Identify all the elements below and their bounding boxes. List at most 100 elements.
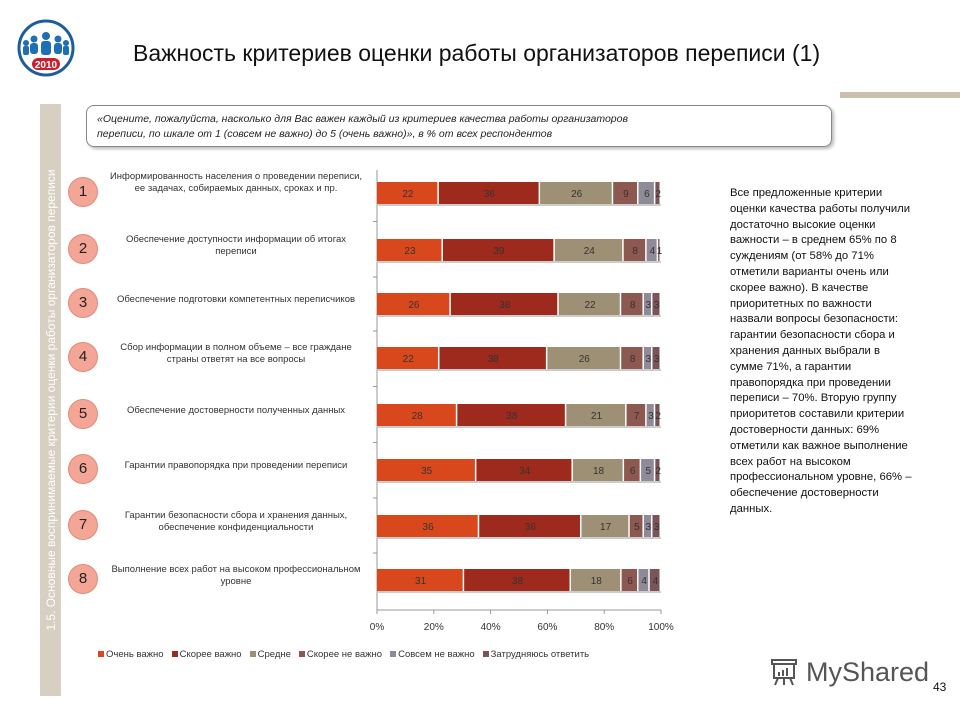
- page-number: 43: [933, 680, 947, 694]
- legend-swatch: [482, 651, 489, 658]
- legend-item: Средне: [249, 649, 291, 660]
- bar-segment: [476, 459, 572, 481]
- data-label: 3: [645, 300, 651, 311]
- bar-segment: [646, 239, 657, 261]
- bar-segment: [540, 182, 612, 204]
- bar-segment: [439, 347, 546, 369]
- bar-segment: [623, 239, 646, 261]
- data-label: 26: [571, 189, 583, 200]
- bar-segment: [638, 569, 649, 591]
- svg-text:2010: 2010: [35, 60, 58, 71]
- bar-segment: [652, 347, 660, 369]
- legend-label: Скорее не важно: [306, 649, 383, 660]
- data-label: 3: [648, 411, 654, 422]
- bar-segment: [566, 404, 626, 426]
- legend-label: Скорее важно: [179, 649, 242, 660]
- criterion-number: 2: [68, 234, 98, 264]
- criterion-number: 7: [68, 510, 98, 540]
- bar-shadow: [377, 261, 661, 263]
- data-label: 4: [650, 246, 656, 257]
- data-label: 1: [657, 246, 663, 257]
- bar-segment: [377, 569, 463, 591]
- data-label: 18: [593, 466, 605, 477]
- x-tick-label: 60%: [537, 622, 557, 633]
- bar-shadow: [377, 369, 661, 371]
- data-label: 24: [584, 246, 596, 257]
- legend-swatch: [298, 651, 305, 658]
- bar-segment: [581, 515, 629, 537]
- legend-label: Средне: [257, 649, 291, 660]
- data-label: 28: [412, 411, 424, 422]
- legend-item: Очень важно: [98, 649, 164, 660]
- legend-swatch: [98, 651, 104, 658]
- bar-segment: [649, 569, 660, 591]
- category-label: Информированность населения о проведении…: [109, 171, 363, 194]
- data-label: 22: [403, 354, 415, 365]
- data-label: 35: [421, 466, 433, 477]
- data-label: 3: [654, 354, 660, 365]
- bar-segment: [464, 569, 570, 591]
- bar-shadow: [377, 537, 661, 539]
- data-label: 5: [634, 522, 640, 533]
- bar-segment: [442, 239, 554, 261]
- bar-segment: [641, 459, 654, 481]
- bar-segment: [643, 515, 651, 537]
- bar-segment: [652, 293, 660, 315]
- category-label: Обеспечение достоверности полученных дан…: [126, 405, 346, 416]
- data-label: 3: [654, 522, 660, 533]
- data-label: 4: [653, 576, 659, 587]
- data-label: 6: [644, 189, 650, 200]
- bar-segment: [621, 293, 643, 315]
- commentary-text: Все предложенные критерии оценки качеств…: [730, 187, 912, 515]
- data-label: 7: [634, 411, 640, 422]
- decorative-line: [840, 92, 960, 98]
- page-title: Важность критериев оценки работы организ…: [133, 40, 821, 66]
- category-label: Обеспечение доступности информации об ит…: [125, 234, 347, 257]
- bar-segment: [438, 182, 539, 204]
- legend-item: Затрудняюсь ответить: [482, 649, 589, 660]
- bar-segment: [457, 404, 565, 426]
- bar-segment: [655, 182, 660, 204]
- bar-segment: [643, 347, 651, 369]
- criterion-number: 5: [68, 399, 98, 429]
- question-box: «Оцените, пожалуйста, насколько для Вас …: [86, 105, 832, 147]
- bar-shadow: [377, 204, 661, 206]
- data-label: 6: [630, 466, 636, 477]
- bar-segment: [621, 347, 643, 369]
- bar-segment: [658, 239, 660, 261]
- bar-segment: [450, 293, 558, 315]
- data-label: 2: [655, 189, 661, 200]
- data-label: 36: [525, 522, 537, 533]
- legend-item: Скорее не важно: [298, 649, 383, 660]
- x-tick-label: 40%: [481, 622, 501, 633]
- bar-segment: [558, 293, 620, 315]
- legend-item: Совсем не важно: [390, 649, 475, 660]
- bar-segment: [655, 459, 660, 481]
- bar-segment: [479, 515, 580, 537]
- bar-segment: [377, 459, 475, 481]
- data-label: 38: [488, 354, 500, 365]
- data-label: 38: [512, 576, 524, 587]
- data-label: 5: [645, 466, 651, 477]
- category-label: Сбор информации в полном объеме – все гр…: [120, 342, 352, 365]
- data-label: 8: [632, 246, 638, 257]
- x-tick-label: 100%: [648, 622, 674, 633]
- data-label: 34: [519, 466, 531, 477]
- bar-segment: [377, 347, 438, 369]
- data-label: 9: [623, 189, 629, 200]
- question-line-2: переписи, по шкале от 1 (совсем не важно…: [97, 128, 553, 140]
- x-tick-label: 80%: [594, 622, 614, 633]
- bar-segment: [547, 347, 620, 369]
- legend-swatch: [390, 651, 397, 658]
- data-label: 8: [630, 354, 636, 365]
- criterion-number: 4: [68, 342, 98, 372]
- legend-label: Очень важно: [106, 649, 164, 660]
- chart-legend: Очень важно Скорее важно Средне Скорее не в…: [98, 649, 589, 660]
- bar-segment: [572, 459, 623, 481]
- data-label: 3: [645, 522, 651, 533]
- category-label: Выполнение всех работ на высоком професс…: [111, 564, 361, 587]
- legend-item: Скорее важно: [171, 649, 242, 660]
- legend-label: Совсем не важно: [398, 649, 475, 660]
- bar-segment: [646, 404, 654, 426]
